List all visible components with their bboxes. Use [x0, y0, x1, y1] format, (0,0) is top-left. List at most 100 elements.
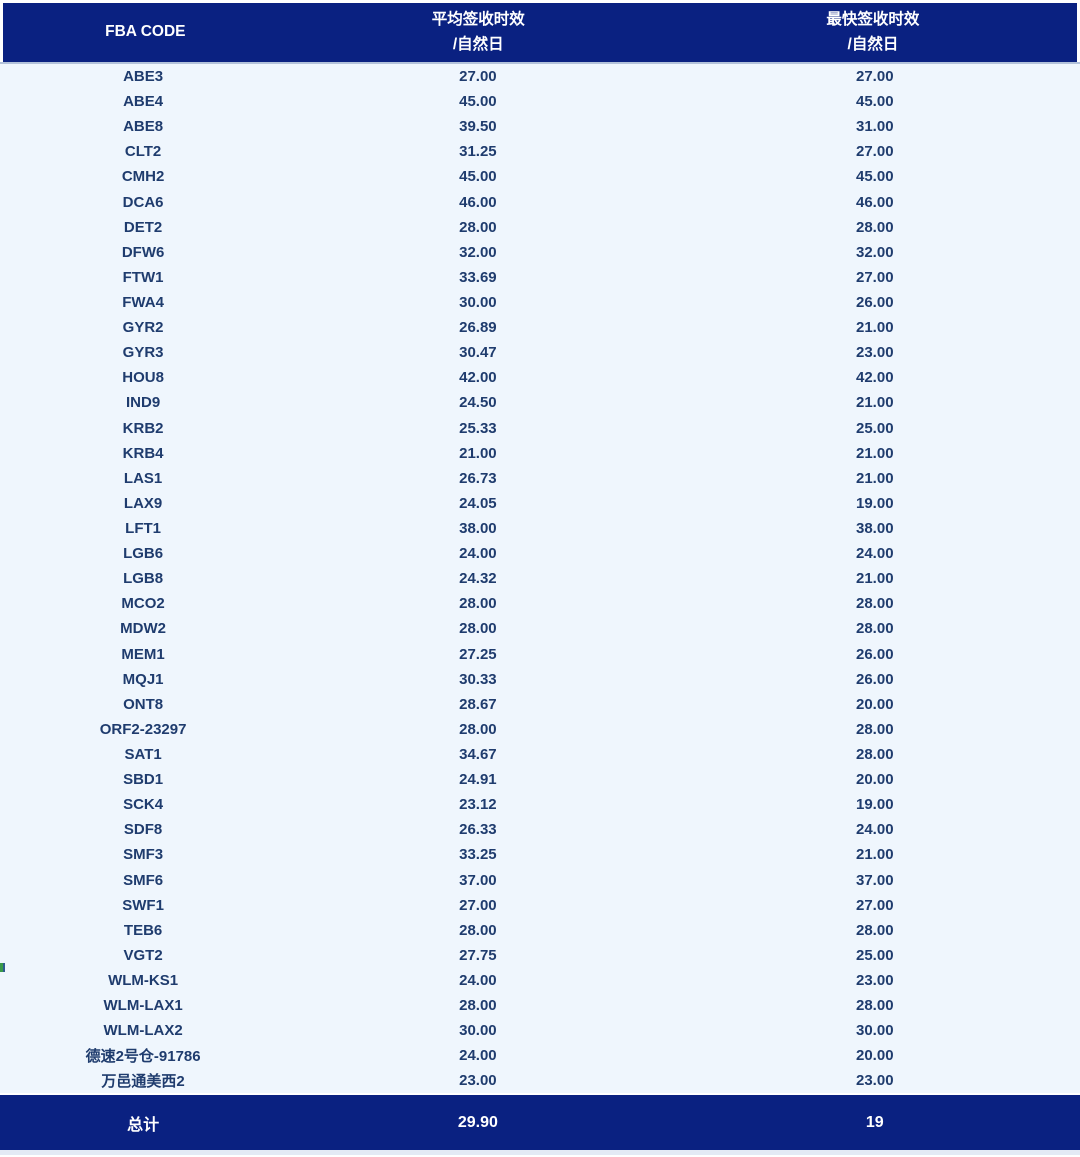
table-body: ABE3 27.00 27.00 ABE4 45.00 45.00 ABE8 39.50 31.…: [0, 64, 1080, 1094]
table-row: ONT8 28.67 20.00: [0, 692, 1080, 717]
table-row: DFW6 32.00 32.00: [0, 240, 1080, 265]
avg-days-cell: 42.00: [459, 369, 497, 387]
header-divider: [0, 62, 1080, 64]
table-row: 万邑通美西2 23.00 23.00: [0, 1068, 1080, 1093]
fba-code-cell: SCK4: [123, 796, 164, 814]
fba-code-cell: SBD1: [123, 771, 164, 789]
avg-days-cell: 26.73: [459, 469, 497, 487]
fba-code-cell: MQJ1: [122, 670, 164, 688]
edge-artifact: [0, 963, 5, 972]
fastest-days-cell: 19.00: [856, 494, 894, 512]
avg-days-cell: 28.00: [459, 720, 497, 738]
fba-code-cell: KRB2: [122, 419, 164, 437]
avg-days-cell: 31.25: [459, 143, 497, 161]
fba-code-cell: LGB6: [123, 545, 164, 563]
fba-code-cell: DCA6: [122, 193, 164, 211]
fastest-days-cell: 21.00: [856, 469, 894, 487]
fastest-days-cell: 27.00: [856, 68, 894, 86]
avg-days-cell: 30.00: [459, 1022, 497, 1040]
avg-days-cell: 24.50: [459, 394, 497, 412]
fastest-days-cell: 26.00: [856, 645, 894, 663]
table-header-row: FBA CODE 平均签收时效 /自然日 最快签收时效 /自然日: [3, 3, 1077, 62]
fastest-days-cell: 28.00: [856, 746, 894, 763]
avg-days-cell: 32.00: [459, 243, 497, 261]
table-row: LFT1 38.00 38.00: [0, 516, 1080, 541]
fastest-days-cell: 21.00: [856, 319, 894, 337]
avg-days-cell: 38.00: [459, 520, 497, 538]
col-header-fba-code-label: FBA CODE: [105, 23, 186, 41]
table-row: GYR3 30.47 23.00: [0, 340, 1080, 365]
fba-code-cell: GYR2: [122, 319, 164, 337]
table-row: ORF2-23297 28.00 28.00: [0, 717, 1080, 742]
fastest-days-cell: 24.00: [856, 821, 894, 839]
table-row: SMF3 33.25 21.00: [0, 842, 1080, 867]
avg-days-cell: 45.00: [459, 93, 497, 111]
col-header-fastest-days: 最快签收时效 /自然日: [669, 8, 1077, 56]
avg-days-cell: 28.00: [459, 595, 497, 613]
fastest-days-cell: 21.00: [856, 846, 894, 864]
fastest-days-cell: 28.00: [856, 997, 894, 1015]
bottom-strip: [0, 1150, 1080, 1156]
table-row: SAT1 34.67 28.00: [0, 742, 1080, 767]
table-row: KRB4 21.00 21.00: [0, 441, 1080, 466]
table-row: GYR2 26.89 21.00: [0, 315, 1080, 340]
fba-code-cell: FWA4: [122, 294, 164, 312]
table-row: HOU8 42.00 42.00: [0, 365, 1080, 390]
table-row: DET2 28.00 28.00: [0, 215, 1080, 240]
fastest-days-cell: 20.00: [856, 1047, 894, 1065]
footer-fastest-total: 19: [865, 1113, 884, 1131]
fba-code-cell: MDW2: [120, 620, 166, 638]
col-header-fastest-days-line1: 最快签收时效: [826, 11, 920, 29]
table-row: ABE4 45.00 45.00: [0, 89, 1080, 114]
fba-code-cell: SAT1: [124, 746, 162, 763]
table-row: LGB6 24.00 24.00: [0, 541, 1080, 566]
fba-code-cell: LFT1: [125, 520, 162, 538]
fastest-days-cell: 20.00: [856, 771, 894, 789]
fba-code-cell: ONT8: [123, 695, 164, 713]
fastest-days-cell: 19.00: [856, 796, 894, 814]
footer-total-label: 总计: [127, 1116, 160, 1134]
fastest-days-cell: 46.00: [856, 193, 894, 211]
fastest-days-cell: 42.00: [856, 369, 894, 387]
table-row: CLT2 31.25 27.00: [0, 139, 1080, 164]
fba-code-cell: VGT2: [123, 946, 163, 964]
table-row: 德速2号仓-91786 24.00 20.00: [0, 1043, 1080, 1068]
fba-code-cell: ABE8: [123, 118, 164, 136]
avg-days-cell: 28.00: [459, 218, 497, 236]
table-row: WLM-KS1 24.00 23.00: [0, 968, 1080, 993]
avg-days-cell: 34.67: [459, 746, 497, 763]
col-header-avg-days: 平均签收时效 /自然日: [288, 8, 669, 56]
fba-code-cell: LAS1: [123, 469, 163, 487]
avg-days-cell: 28.00: [459, 997, 497, 1015]
avg-days-cell: 28.67: [459, 695, 497, 713]
avg-days-cell: 24.05: [459, 494, 497, 512]
avg-days-cell: 26.89: [459, 319, 497, 337]
fba-code-cell: WLM-LAX1: [103, 997, 183, 1015]
fastest-days-cell: 26.00: [856, 670, 894, 688]
fba-code-cell: MEM1: [121, 645, 165, 663]
fba-code-cell: 万邑通美西2: [101, 1073, 185, 1091]
fba-code-cell: LAX9: [123, 494, 163, 512]
fastest-days-cell: 23.00: [856, 344, 894, 362]
table-row: SWF1 27.00 27.00: [0, 893, 1080, 918]
avg-days-cell: 24.00: [459, 545, 497, 563]
fastest-days-cell: 45.00: [856, 168, 894, 186]
fastest-days-cell: 26.00: [856, 294, 894, 312]
fastest-days-cell: 23.00: [856, 1072, 894, 1090]
avg-days-cell: 28.00: [459, 620, 497, 638]
table-row: MEM1 27.25 26.00: [0, 642, 1080, 667]
fba-code-cell: ABE3: [123, 68, 164, 86]
table-row: ABE8 39.50 31.00: [0, 114, 1080, 139]
footer-avg-total: 29.90: [457, 1113, 498, 1131]
fastest-days-cell: 24.00: [856, 545, 894, 563]
avg-days-cell: 25.33: [459, 419, 497, 437]
fastest-days-cell: 21.00: [856, 444, 894, 462]
fba-code-cell: SDF8: [123, 821, 163, 839]
fastest-days-cell: 27.00: [856, 268, 894, 286]
fastest-days-cell: 28.00: [856, 620, 894, 638]
avg-days-cell: 27.00: [459, 896, 497, 914]
fastest-days-cell: 45.00: [856, 93, 894, 111]
fastest-days-cell: 25.00: [856, 419, 894, 437]
fastest-days-cell: 37.00: [856, 871, 894, 889]
fba-code-cell: ORF2-23297: [99, 720, 187, 738]
